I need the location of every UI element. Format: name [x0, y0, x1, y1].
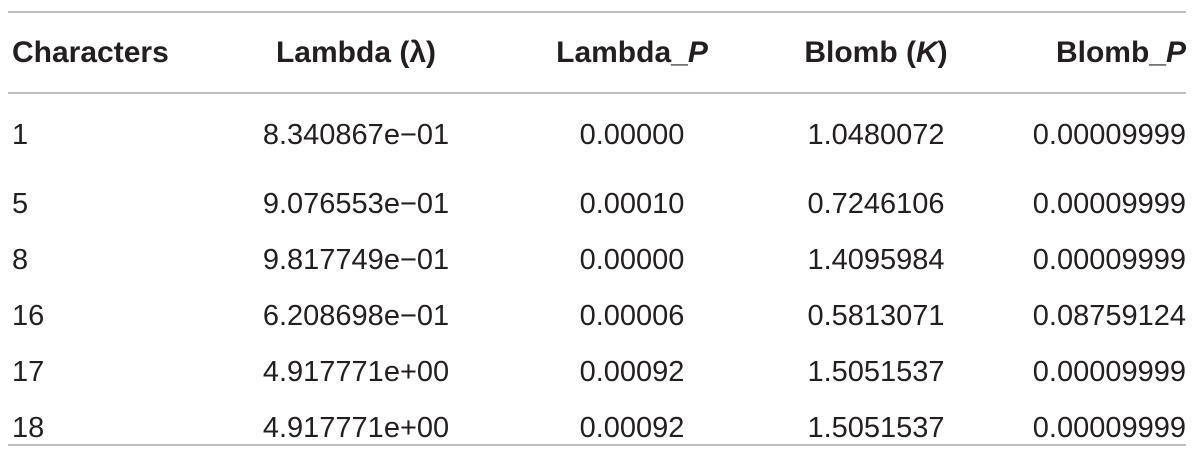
header-blomb-p: Blomb_P	[992, 13, 1186, 92]
header-lambda-p-italic: P	[687, 35, 708, 69]
cell-blomb-p: 0.00009999	[1032, 243, 1186, 276]
cell-lambda-p: 0.00006	[579, 299, 685, 332]
cell-lambda-p: 0.00092	[579, 355, 685, 388]
cell-lambda-p: 0.00010	[579, 187, 685, 220]
cell-lambda-p: 0.00000	[579, 118, 685, 151]
cell-characters: 18	[12, 411, 45, 444]
cell-blomb: 1.4095984	[807, 243, 945, 276]
cell-lambda-p: 0.00000	[579, 243, 685, 276]
table-row: 16 6.208698e−01 0.00006 0.5813071 0.0875…	[12, 288, 1186, 344]
header-blomb-suffix: )	[937, 35, 948, 69]
cell-blomb-p: 0.00009999	[1032, 411, 1186, 444]
table-row: 17 4.917771e+00 0.00092 1.5051537 0.0000…	[12, 344, 1186, 400]
cell-blomb: 0.7246106	[807, 187, 945, 220]
cell-characters: 5	[12, 187, 29, 220]
header-blomb-italic: K	[915, 35, 938, 69]
results-table: Characters Lambda (λ) Lambda_P Blomb (K)…	[12, 13, 1186, 456]
cell-blomb-p: 0.00009999	[1032, 118, 1186, 151]
cell-blomb: 0.5813071	[807, 299, 945, 332]
cell-characters: 1	[12, 118, 29, 151]
table-header: Characters Lambda (λ) Lambda_P Blomb (K)…	[12, 13, 1186, 92]
cell-lambda: 4.917771e+00	[262, 411, 450, 444]
cell-blomb-p: 0.00009999	[1032, 187, 1186, 220]
header-lambda-p: Lambda_P	[504, 13, 760, 92]
cell-characters: 8	[12, 243, 29, 276]
header-blomb-p-italic: P	[1165, 35, 1186, 69]
header-blomb-p-prefix: Blomb_	[1055, 35, 1166, 69]
cell-lambda: 4.917771e+00	[262, 355, 450, 388]
table-bottom-rule	[8, 444, 1186, 446]
table-header-rule	[8, 92, 1186, 94]
cell-blomb-p: 0.08759124	[1032, 299, 1186, 332]
cell-characters: 17	[12, 355, 45, 388]
cell-blomb: 1.5051537	[807, 411, 945, 444]
cell-characters: 16	[12, 299, 45, 332]
header-blomb-prefix: Blomb (	[804, 35, 916, 69]
header-row: Characters Lambda (λ) Lambda_P Blomb (K)…	[12, 13, 1186, 92]
cell-blomb: 1.5051537	[807, 355, 945, 388]
table-top-rule	[8, 11, 1186, 13]
cell-lambda: 8.340867e−01	[262, 118, 450, 151]
table-body: 1 8.340867e−01 0.00000 1.0480072 0.00009…	[12, 92, 1186, 456]
cell-blomb: 1.0480072	[807, 118, 945, 151]
table-row: 5 9.076553e−01 0.00010 0.7246106 0.00009…	[12, 176, 1186, 232]
cell-lambda: 6.208698e−01	[262, 299, 450, 332]
cell-lambda-p: 0.00092	[579, 411, 685, 444]
header-characters: Characters	[12, 35, 169, 69]
cell-blomb-p: 0.00009999	[1032, 355, 1186, 388]
table-row: 18 4.917771e+00 0.00092 1.5051537 0.0000…	[12, 400, 1186, 456]
cell-lambda: 9.817749e−01	[262, 243, 450, 276]
table-row: 1 8.340867e−01 0.00000 1.0480072 0.00009…	[12, 92, 1186, 176]
header-blomb: Blomb (K)	[760, 13, 992, 92]
header-lambda: Lambda (λ)	[275, 35, 437, 69]
cell-lambda: 9.076553e−01	[262, 187, 450, 220]
table-row: 8 9.817749e−01 0.00000 1.4095984 0.00009…	[12, 232, 1186, 288]
header-lambda-p-prefix: Lambda_	[556, 35, 688, 69]
